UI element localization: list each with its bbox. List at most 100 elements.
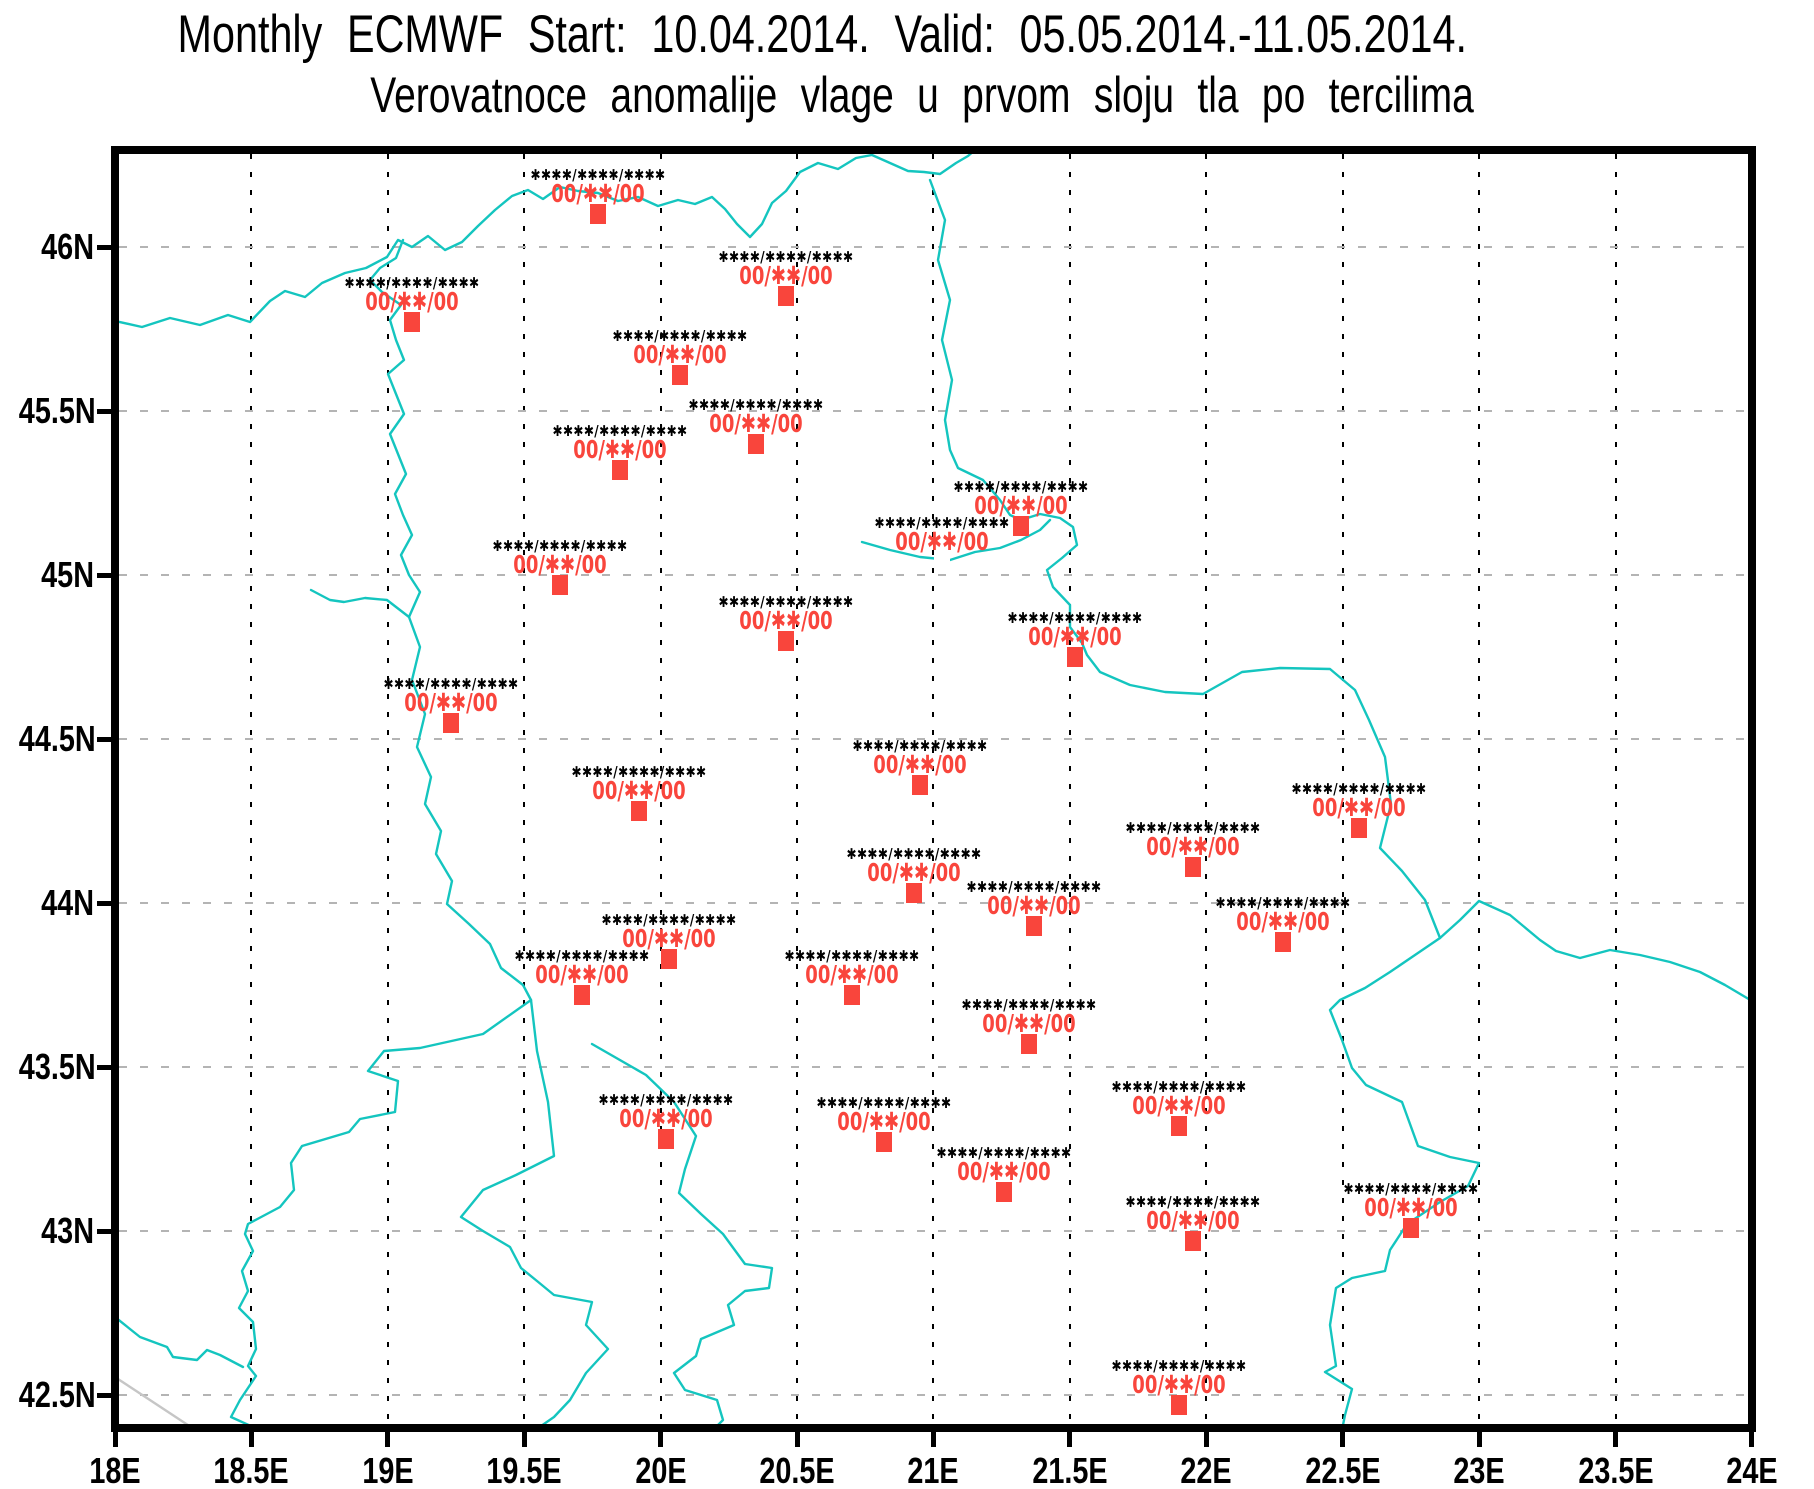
lon-tick <box>794 1432 800 1447</box>
station-marker-square <box>748 434 764 454</box>
country-border-line <box>590 1042 774 1424</box>
station-marker-square <box>574 985 590 1005</box>
lat-tick <box>97 1228 111 1234</box>
lon-tick <box>1067 1432 1073 1447</box>
station-marker-square <box>1185 1231 1201 1251</box>
station-values-red: 00/✱✱/00 <box>365 287 459 316</box>
lat-tick-label: 46N <box>41 226 94 267</box>
lon-gridline <box>523 154 526 1424</box>
station-tercile-probs-black: ✱✱✱✱/✱✱✱✱/✱✱✱✱ <box>1291 780 1427 798</box>
station-marker-square <box>590 204 606 224</box>
station-tercile-probs-black: ✱✱✱✱/✱✱✱✱/✱✱✱✱ <box>961 996 1097 1014</box>
station-marker-square <box>996 1182 1012 1202</box>
lat-gridline <box>119 1394 1748 1396</box>
lon-gridline <box>1205 154 1208 1424</box>
lon-tick <box>385 1432 391 1447</box>
station-tercile-probs-black: ✱✱✱✱/✱✱✱✱/✱✱✱✱ <box>816 1094 952 1112</box>
lat-tick <box>97 736 111 742</box>
country-border-line <box>229 238 533 1424</box>
lon-tick <box>1203 1432 1209 1447</box>
country-border-line <box>459 998 610 1424</box>
country-border-line <box>860 518 1052 562</box>
lon-gridline <box>1478 154 1481 1424</box>
station-marker-square <box>906 883 922 903</box>
station-tercile-probs-black: ✱✱✱✱/✱✱✱✱/✱✱✱✱ <box>530 166 666 184</box>
station-values-red: 00/✱✱/00 <box>1132 1370 1226 1399</box>
lat-tick-label: 45N <box>41 554 94 595</box>
station-values-red: 00/✱✱/00 <box>1364 1193 1458 1222</box>
station-values-red: 00/✱✱/00 <box>551 179 645 208</box>
lat-tick-label: 42.5N <box>18 1374 96 1415</box>
station-tercile-probs-black: ✱✱✱✱/✱✱✱✱/✱✱✱✱ <box>1125 1193 1261 1211</box>
station-values-red: 00/✱✱/00 <box>873 750 967 779</box>
lon-tick <box>1476 1432 1482 1447</box>
lon-tick <box>521 1432 527 1447</box>
station-marker-square <box>1026 916 1042 936</box>
lat-tick-label: 45.5N <box>18 390 96 431</box>
station-tercile-probs-black: ✱✱✱✱/✱✱✱✱/✱✱✱✱ <box>1343 1180 1479 1198</box>
lat-gridline <box>119 738 1748 740</box>
station-marker-square <box>912 775 928 795</box>
lat-tick-label: 44.5N <box>18 718 96 759</box>
station-values-red: 00/✱✱/00 <box>709 409 803 438</box>
station-values-red: 00/✱✱/00 <box>404 688 498 717</box>
station-marker-square <box>631 801 647 821</box>
station-values-red: 00/✱✱/00 <box>513 550 607 579</box>
station-marker-square <box>658 1129 674 1149</box>
station-values-red: 00/✱✱/00 <box>982 1009 1076 1038</box>
station-tercile-probs-black: ✱✱✱✱/✱✱✱✱/✱✱✱✱ <box>601 911 737 929</box>
lon-gridline <box>932 154 935 1424</box>
station-marker-square <box>552 575 568 595</box>
map-frame <box>111 146 1756 1432</box>
station-values-red: 00/✱✱/00 <box>1132 1091 1226 1120</box>
station-values-red: 00/✱✱/00 <box>573 435 667 464</box>
station-tercile-probs-black: ✱✱✱✱/✱✱✱✱/✱✱✱✱ <box>846 845 982 863</box>
station-values-red: 00/✱✱/00 <box>974 491 1068 520</box>
lon-gridline <box>1614 154 1617 1424</box>
station-values-red: 00/✱✱/00 <box>1028 622 1122 651</box>
station-tercile-probs-black: ✱✱✱✱/✱✱✱✱/✱✱✱✱ <box>784 947 920 965</box>
lon-tick <box>112 1432 118 1447</box>
station-marker-square <box>1185 857 1201 877</box>
lon-gridline <box>1068 154 1071 1424</box>
station-marker-square <box>672 365 688 385</box>
country-border-line <box>119 1318 245 1369</box>
station-tercile-probs-black: ✱✱✱✱/✱✱✱✱/✱✱✱✱ <box>718 593 854 611</box>
lat-gridline <box>119 1230 1748 1232</box>
station-values-red: 00/✱✱/00 <box>957 1157 1051 1186</box>
station-tercile-probs-black: ✱✱✱✱/✱✱✱✱/✱✱✱✱ <box>571 763 707 781</box>
lon-tick-label: 20E <box>635 1450 687 1489</box>
station-tercile-probs-black: ✱✱✱✱/✱✱✱✱/✱✱✱✱ <box>688 396 824 414</box>
lat-tick-label: 43.5N <box>18 1046 96 1087</box>
lon-tick-label: 20.5E <box>759 1450 835 1489</box>
lon-tick-label: 19E <box>362 1450 414 1489</box>
lat-tick-label: 44N <box>41 882 94 923</box>
lon-tick-label: 22E <box>1180 1450 1232 1489</box>
lon-tick-label: 21E <box>907 1450 960 1489</box>
chart-title: Monthly ECMWF Start: 10.04.2014. Valid: … <box>177 5 1467 64</box>
station-marker-square <box>1067 647 1083 667</box>
station-tercile-probs-black: ✱✱✱✱/✱✱✱✱/✱✱✱✱ <box>1007 609 1143 627</box>
station-marker-square <box>844 985 860 1005</box>
station-values-red: 00/✱✱/00 <box>805 960 899 989</box>
country-border-line <box>928 178 1748 1001</box>
station-tercile-probs-black: ✱✱✱✱/✱✱✱✱/✱✱✱✱ <box>514 947 650 965</box>
lat-tick-label: 43N <box>41 1210 94 1251</box>
station-tercile-probs-black: ✱✱✱✱/✱✱✱✱/✱✱✱✱ <box>852 737 988 755</box>
station-values-red: 00/✱✱/00 <box>1146 1206 1240 1235</box>
station-marker-square <box>1351 818 1367 838</box>
station-values-red: 00/✱✱/00 <box>895 527 989 556</box>
lat-gridline <box>119 902 1748 904</box>
country-border-line <box>309 588 411 619</box>
station-values-red: 00/✱✱/00 <box>987 891 1081 920</box>
lat-tick <box>97 1064 111 1070</box>
lat-gridline <box>119 574 1748 576</box>
lat-tick <box>97 408 111 414</box>
station-marker-square <box>1171 1395 1187 1415</box>
station-tercile-probs-black: ✱✱✱✱/✱✱✱✱/✱✱✱✱ <box>552 422 688 440</box>
station-tercile-probs-black: ✱✱✱✱/✱✱✱✱/✱✱✱✱ <box>383 675 519 693</box>
station-tercile-probs-black: ✱✱✱✱/✱✱✱✱/✱✱✱✱ <box>492 537 628 555</box>
lat-gridline <box>119 246 1748 248</box>
station-marker-square <box>1013 516 1029 536</box>
